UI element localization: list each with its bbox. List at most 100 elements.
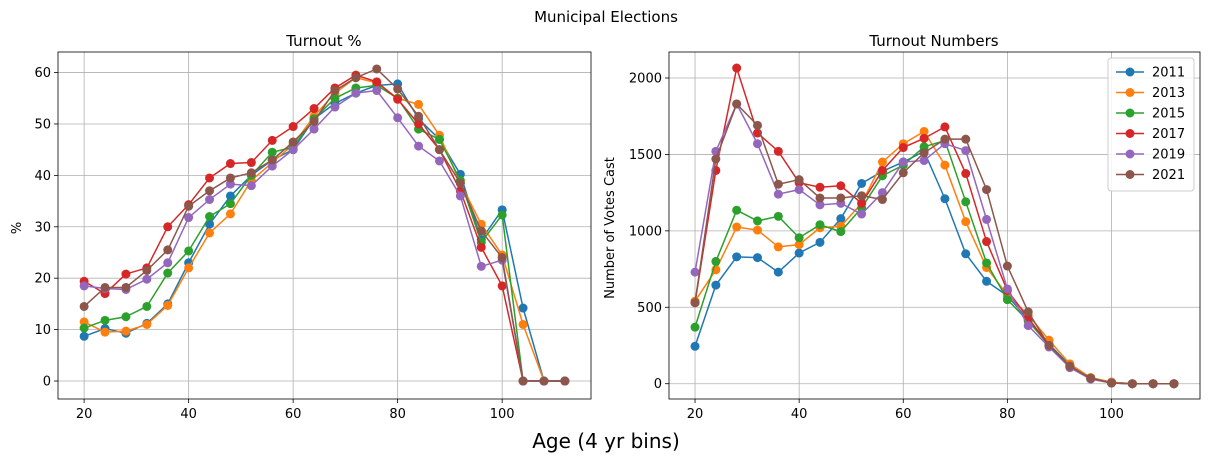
turnout-percent-point-2019	[267, 161, 277, 171]
legend-label-2013: 2013	[1152, 86, 1185, 101]
turnout-numbers-legend: 2011 2013 2015 2017 2019 2021	[1107, 57, 1195, 192]
turnout-percent-point-2019	[79, 281, 89, 291]
turnout-numbers-point-2017	[961, 169, 971, 179]
turnout-percent-point-2019	[372, 86, 382, 96]
turnout-percent-point-2017	[205, 173, 215, 183]
turnout-percent-panel: Turnout % % 20 40 60 80 100 0 10 20 30 40 50 60	[10, 32, 592, 422]
turnout-numbers-frame	[668, 51, 1201, 400]
turnout-numbers-ytick-label: 1000	[629, 224, 662, 239]
legend-label-2021: 2021	[1152, 168, 1185, 183]
turnout-numbers-point-2019	[753, 139, 762, 149]
turnout-numbers-point-2015	[773, 211, 783, 221]
turnout-numbers-point-2011	[711, 280, 721, 290]
turnout-numbers-point-2021	[732, 99, 742, 109]
turnout-numbers-point-2019	[919, 156, 929, 166]
turnout-numbers-point-2021	[1148, 379, 1158, 389]
turnout-numbers-point-2015	[753, 216, 762, 226]
turnout-numbers-point-2019	[898, 157, 908, 167]
turnout-percent-title: Turnout %	[285, 32, 361, 50]
turnout-percent-point-2021	[330, 86, 340, 96]
turnout-numbers-point-2013	[940, 160, 950, 170]
turnout-percent-point-2017	[476, 242, 486, 252]
turnout-percent-xtick-label: 20	[76, 407, 93, 422]
legend-label-2017: 2017	[1152, 127, 1185, 142]
turnout-percent-point-2017	[225, 159, 235, 169]
turnout-numbers-point-2021	[836, 193, 846, 203]
turnout-numbers-point-2021	[1169, 379, 1179, 389]
turnout-numbers-point-2021	[898, 168, 908, 178]
turnout-percent-point-2017	[121, 269, 131, 279]
turnout-percent-point-2011	[79, 331, 89, 341]
turnout-numbers-point-2021	[773, 179, 783, 189]
turnout-numbers-point-2017	[877, 165, 887, 175]
turnout-numbers-point-2017	[836, 181, 846, 191]
turnout-percent-point-2021	[267, 155, 277, 165]
legend-marker-2021	[1125, 170, 1135, 179]
turnout-numbers-point-2017	[898, 143, 908, 153]
turnout-numbers-point-2015	[732, 205, 742, 215]
turnout-numbers-ytick-label: 0	[654, 377, 662, 392]
turnout-numbers-point-2013	[919, 126, 929, 136]
turnout-percent-ytick-label: 60	[34, 66, 51, 81]
turnout-percent-point-2021	[205, 186, 215, 196]
turnout-numbers-point-2013	[961, 217, 971, 227]
turnout-percent-point-2021	[79, 301, 89, 311]
turnout-percent-point-2019	[288, 145, 298, 155]
turnout-numbers-xtick-label: 20	[687, 407, 704, 422]
turnout-numbers-point-2021	[690, 298, 700, 308]
turnout-numbers-point-2017	[940, 122, 950, 132]
turnout-percent-ytick-label: 0	[43, 375, 51, 390]
turnout-numbers-point-2021	[711, 154, 721, 164]
turnout-numbers-series-2021	[690, 99, 1179, 389]
turnout-numbers-point-2017	[857, 198, 867, 208]
turnout-percent-point-2021	[434, 145, 444, 155]
turnout-percent-point-2021	[372, 64, 382, 74]
turnout-percent-point-2013	[184, 263, 194, 273]
turnout-numbers-point-2021	[753, 120, 762, 130]
turnout-numbers-point-2011	[815, 237, 825, 247]
legend-label-2011: 2011	[1152, 66, 1185, 81]
turnout-percent-ytick-label: 10	[34, 323, 51, 338]
legend-label-2019: 2019	[1152, 148, 1185, 163]
turnout-percent-point-2011	[518, 303, 528, 313]
turnout-numbers-ylabel: Number of Votes Cast	[603, 157, 618, 299]
turnout-percent-point-2015	[434, 134, 444, 144]
turnout-percent-point-2021	[393, 84, 403, 94]
turnout-percent-point-2019	[246, 181, 256, 191]
turnout-percent-point-2019	[184, 213, 194, 223]
turnout-percent-point-2013	[142, 319, 152, 329]
turnout-numbers-point-2019	[961, 146, 971, 156]
turnout-numbers-point-2011	[773, 267, 783, 277]
turnout-numbers-panel: Turnout Numbers Number of Votes Cast 20 4…	[603, 32, 1201, 422]
turnout-percent-ytick-label: 50	[34, 117, 51, 132]
turnout-percent-point-2015	[225, 199, 235, 209]
turnout-numbers-point-2015	[961, 197, 971, 207]
turnout-numbers-point-2021	[1002, 261, 1012, 271]
turnout-percent-point-2019	[434, 156, 444, 166]
figure-xlabel: Age (4 yr bins)	[532, 429, 680, 453]
turnout-numbers-point-2019	[877, 188, 887, 198]
turnout-numbers-xtick-label: 40	[791, 407, 808, 422]
turnout-percent-xtick-label: 80	[389, 407, 406, 422]
turnout-numbers-xtick-label: 100	[1099, 407, 1124, 422]
turnout-numbers-point-2011	[940, 194, 950, 204]
turnout-numbers-ytick-label: 1500	[629, 148, 662, 163]
turnout-numbers-point-2019	[982, 214, 992, 224]
turnout-percent-point-2021	[142, 265, 152, 275]
turnout-numbers-point-2011	[982, 276, 992, 286]
turnout-numbers-point-2013	[794, 240, 804, 250]
turnout-percent-line-2015	[83, 84, 565, 382]
turnout-percent-point-2019	[351, 88, 361, 98]
turnout-percent-point-2013	[100, 327, 110, 337]
turnout-percent-point-2017	[246, 158, 256, 168]
turnout-percent-point-2019	[476, 261, 486, 271]
turnout-numbers-point-2015	[815, 220, 825, 230]
turnout-numbers-point-2015	[1002, 295, 1012, 305]
turnout-percent-point-2019	[455, 191, 465, 201]
turnout-percent-point-2021	[309, 116, 319, 126]
turnout-percent-point-2021	[288, 137, 298, 147]
turnout-percent-xtick-label: 60	[285, 407, 302, 422]
turnout-percent-point-2021	[351, 73, 361, 83]
legend-marker-2019	[1125, 149, 1135, 159]
